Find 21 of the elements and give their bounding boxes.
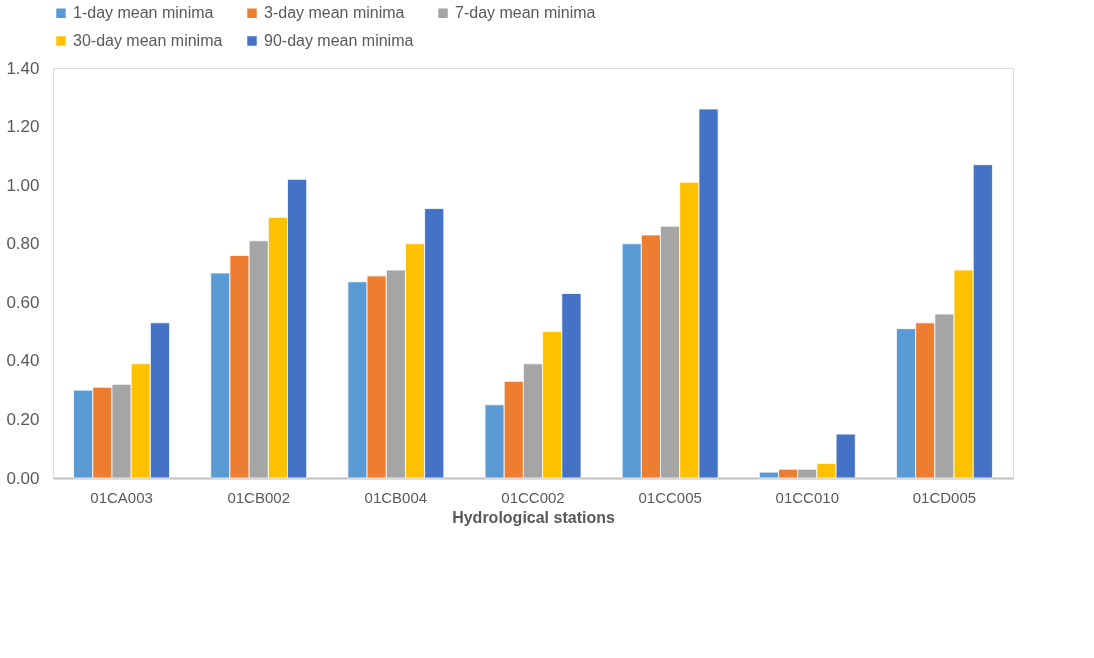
y-tick-label: 0.00: [6, 468, 40, 488]
y-tick-label: 0.60: [6, 292, 40, 312]
legend-label: 30-day mean minima: [73, 32, 223, 49]
x-axis-title: Hydrological stations: [452, 508, 615, 526]
legend-label: 7-day mean minima: [455, 4, 596, 22]
y-tick-label: 0.80: [6, 234, 40, 254]
x-tick-label: 01CB004: [364, 488, 428, 506]
x-tick-label: 01CC002: [501, 488, 565, 506]
y-tick-label: 1.00: [6, 175, 40, 195]
legend-label: 90-day mean minima: [264, 32, 414, 49]
x-tick-label: 01CC005: [638, 488, 702, 506]
y-tick-label: 0.20: [6, 409, 40, 429]
x-tick-label: 01CD005: [912, 488, 977, 506]
legend-label: 3-day mean minima: [264, 4, 405, 22]
y-tick-label: 1.40: [6, 58, 40, 78]
y-tick-label: 0.40: [6, 351, 40, 371]
x-tick-label: 01CC010: [775, 488, 839, 506]
x-tick-label: 01CA003: [90, 488, 153, 506]
x-tick-label: 01CB002: [227, 488, 290, 506]
legend-label: 1-day mean minima: [73, 4, 214, 22]
y-tick-label: 1.20: [6, 117, 40, 137]
